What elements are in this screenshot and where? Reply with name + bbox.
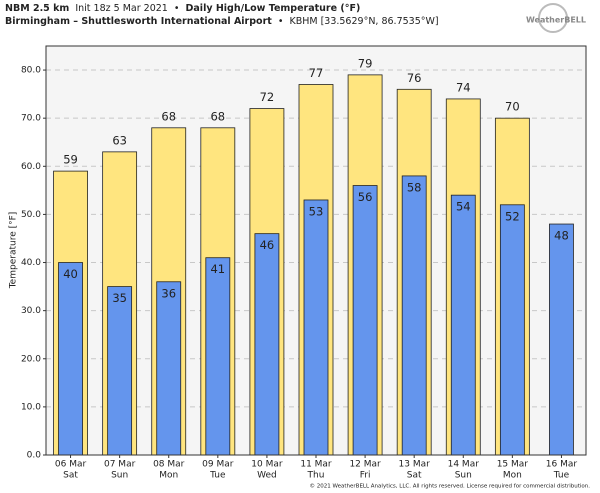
x-tick-label: 14 Mar bbox=[448, 460, 480, 470]
station: KBHM [33.5629°N, 86.7535°W] bbox=[289, 16, 438, 27]
value-label: 52 bbox=[505, 209, 520, 223]
value-label: 72 bbox=[260, 90, 275, 104]
separator: • bbox=[278, 16, 284, 27]
x-tick-label: 06 Mar bbox=[55, 460, 87, 470]
y-axis-label: Temperature [°F] bbox=[9, 212, 19, 290]
x-tick-label: 07 Mar bbox=[104, 460, 136, 470]
value-label: 59 bbox=[63, 153, 78, 167]
logo: WeatherBELL bbox=[526, 16, 586, 25]
value-label: 36 bbox=[161, 286, 176, 300]
title-init: Init 18z 5 Mar 2021 bbox=[75, 3, 168, 14]
y-tick-label: 50.0 bbox=[21, 210, 41, 220]
footer: © 2021 WeatherBELL Analytics, LLC. All r… bbox=[310, 483, 591, 490]
header-line-2: Birmingham – Shuttlesworth International… bbox=[5, 16, 439, 27]
x-tick-weekday: Thu bbox=[307, 471, 325, 481]
title-product: Daily High/Low Temperature (°F) bbox=[186, 3, 361, 14]
x-tick-label: 12 Mar bbox=[349, 460, 381, 470]
x-tick-weekday: Tue bbox=[553, 471, 570, 481]
value-label: 63 bbox=[112, 133, 127, 147]
separator: • bbox=[174, 3, 180, 14]
bar-low bbox=[107, 286, 133, 456]
x-tick-label: 08 Mar bbox=[153, 460, 185, 470]
value-label: 56 bbox=[358, 190, 373, 204]
bar-low bbox=[303, 199, 329, 456]
x-tick-label: 13 Mar bbox=[399, 460, 431, 470]
x-tick-label: 11 Mar bbox=[300, 460, 332, 470]
bar-low bbox=[499, 204, 525, 456]
value-label: 79 bbox=[358, 56, 373, 70]
x-tick-weekday: Mon bbox=[503, 471, 522, 481]
y-tick-label: 10.0 bbox=[21, 402, 41, 412]
location: Birmingham – Shuttlesworth International… bbox=[5, 16, 272, 27]
x-tick-label: 16 Mar bbox=[546, 460, 578, 470]
x-tick-weekday: Sun bbox=[455, 471, 472, 481]
y-tick-label: 30.0 bbox=[21, 306, 41, 316]
value-label: 68 bbox=[210, 109, 225, 123]
value-label: 68 bbox=[161, 109, 176, 123]
y-tick-label: 60.0 bbox=[21, 162, 41, 172]
value-label: 41 bbox=[210, 262, 225, 276]
bar-low bbox=[58, 262, 83, 456]
bar-low bbox=[205, 257, 231, 456]
value-label: 35 bbox=[112, 291, 127, 305]
value-label: 40 bbox=[63, 267, 78, 281]
bar-low bbox=[401, 175, 427, 456]
value-label: 46 bbox=[260, 238, 275, 252]
y-tick-label: 40.0 bbox=[21, 258, 41, 268]
bar-low bbox=[549, 223, 574, 456]
y-tick-label: 70.0 bbox=[21, 114, 41, 124]
x-tick-weekday: Sun bbox=[111, 471, 128, 481]
value-label: 77 bbox=[309, 66, 324, 80]
value-label: 48 bbox=[554, 229, 569, 243]
x-tick-label: 15 Mar bbox=[497, 460, 529, 470]
value-label: 74 bbox=[456, 80, 471, 94]
bar-low bbox=[352, 185, 378, 456]
x-tick-weekday: Mon bbox=[159, 471, 178, 481]
x-tick-label: 09 Mar bbox=[202, 460, 234, 470]
x-tick-weekday: Fri bbox=[360, 471, 371, 481]
y-tick-label: 0.0 bbox=[27, 451, 42, 461]
bar-low bbox=[156, 281, 182, 456]
logo-mark bbox=[538, 3, 568, 33]
x-tick-label: 10 Mar bbox=[251, 460, 283, 470]
plot-frame bbox=[45, 45, 587, 456]
x-tick-weekday: Sat bbox=[407, 471, 422, 481]
x-tick-weekday: Wed bbox=[257, 471, 277, 481]
header-line-1: NBM 2.5 km Init 18z 5 Mar 2021 • Daily H… bbox=[5, 3, 360, 14]
value-label: 70 bbox=[505, 100, 520, 114]
value-label: 54 bbox=[456, 200, 471, 214]
value-label: 58 bbox=[407, 180, 422, 194]
x-tick-weekday: Sat bbox=[63, 471, 78, 481]
bar-low bbox=[450, 194, 476, 456]
y-tick-label: 20.0 bbox=[21, 354, 41, 364]
value-label: 76 bbox=[407, 71, 422, 85]
x-tick-weekday: Tue bbox=[209, 471, 226, 481]
y-tick-label: 80.0 bbox=[21, 66, 41, 76]
value-label: 53 bbox=[309, 204, 324, 218]
bar-low bbox=[254, 233, 280, 456]
title-model: NBM 2.5 km bbox=[5, 3, 69, 14]
